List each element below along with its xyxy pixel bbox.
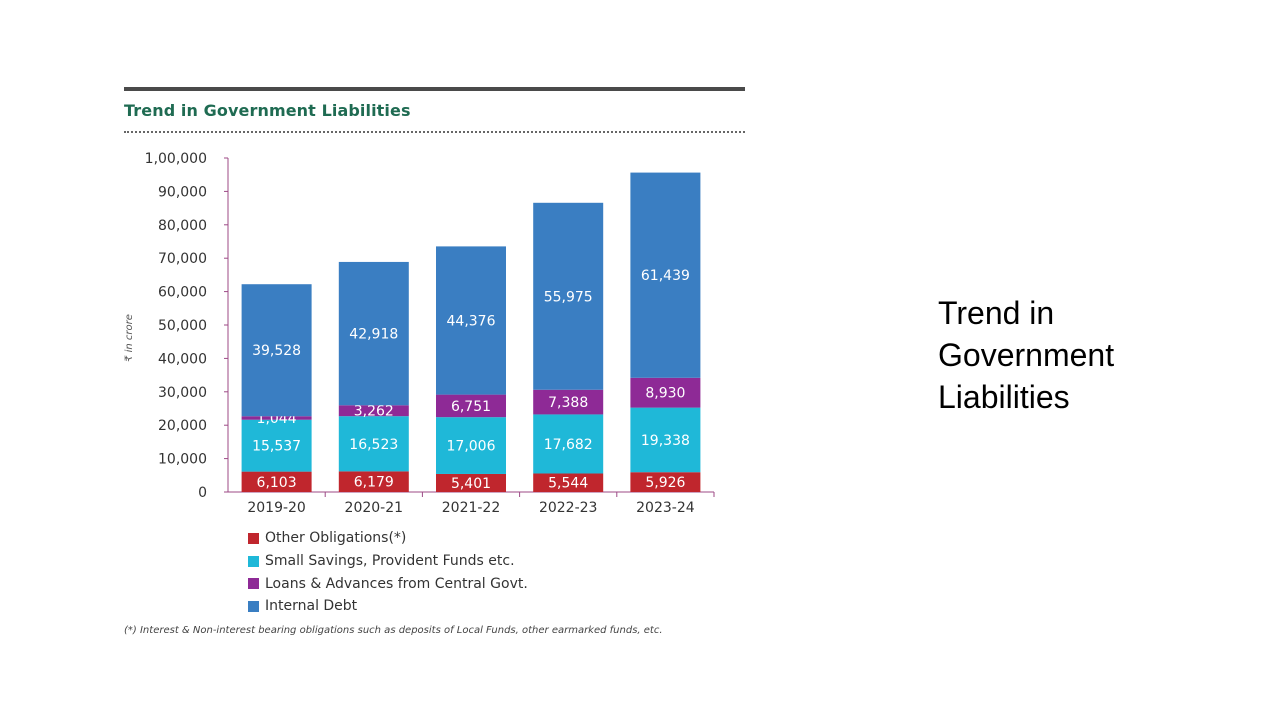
dotted-divider	[124, 131, 745, 133]
bar-data-label: 39,528	[252, 343, 301, 359]
bar-segment	[533, 414, 604, 474]
y-tick-label: 20,000	[158, 418, 207, 434]
bar-data-label: 6,103	[257, 475, 297, 491]
x-tick-label: 2022-23	[539, 500, 598, 516]
y-tick-label: 50,000	[158, 318, 207, 334]
bar-segment	[436, 246, 506, 395]
bar-segment	[241, 416, 312, 420]
slide-title: Trend in Government Liabilities	[938, 295, 1115, 415]
header-rule	[124, 87, 745, 91]
bar-data-label: 5,401	[451, 476, 491, 492]
bar-segment	[338, 261, 409, 406]
x-tick-label: 2020-21	[345, 500, 404, 516]
bar-data-label: 42,918	[349, 327, 398, 343]
y-tick-label: 0	[198, 485, 207, 501]
chart-title: Trend in Government Liabilities	[124, 101, 411, 120]
bar-segment	[436, 417, 506, 474]
bar-segment	[338, 416, 409, 472]
y-axis-label: ₹ in crore	[124, 314, 135, 362]
y-tick-label: 10,000	[158, 452, 207, 468]
y-tick-label: 1,00,000	[145, 151, 207, 167]
bar-segment	[533, 473, 604, 492]
bar-segment	[436, 473, 506, 492]
y-tick-label: 70,000	[158, 251, 207, 267]
bar-data-label: 5,544	[548, 476, 588, 492]
bar-data-label: 19,338	[641, 433, 690, 449]
bar-segment	[241, 284, 312, 417]
bar-data-label: 17,006	[447, 439, 496, 455]
y-tick-label: 80,000	[158, 218, 207, 234]
legend-label: Loans & Advances from Central Govt.	[265, 575, 528, 592]
bar-data-label: 6,751	[451, 399, 491, 415]
legend-swatch	[248, 555, 259, 567]
bar-data-label: 6,179	[354, 475, 394, 491]
legend-item-loans-advances: Loans & Advances from Central Govt.	[248, 572, 528, 595]
legend-item-other-obligations: Other Obligations(*)	[248, 527, 528, 550]
bar-segment	[533, 202, 604, 390]
legend-item-internal-debt: Internal Debt	[248, 595, 528, 618]
bar-segment	[533, 389, 604, 415]
bar-data-label: 8,930	[645, 386, 685, 402]
legend-label: Internal Debt	[265, 598, 358, 615]
legend-swatch	[248, 578, 259, 590]
bar-data-label: 55,975	[544, 289, 593, 305]
legend-swatch	[248, 532, 259, 544]
legend-label: Small Savings, Provident Funds etc.	[265, 553, 515, 570]
bar-segment	[630, 377, 701, 408]
bar-segment	[241, 419, 312, 472]
bar-segment	[436, 394, 506, 418]
bar-data-label: 16,523	[349, 437, 398, 453]
bar-data-label: 44,376	[447, 314, 496, 330]
bar-segment	[630, 407, 701, 473]
x-tick-label: 2023-24	[636, 500, 695, 516]
bar-segment	[630, 472, 701, 492]
y-tick-label: 60,000	[158, 285, 207, 301]
bar-segment	[241, 471, 312, 492]
y-tick-label: 40,000	[158, 351, 207, 367]
x-tick-label: 2021-22	[442, 500, 501, 516]
bar-segment	[630, 172, 701, 378]
footnote: (*) Interest & Non-interest bearing obli…	[124, 625, 663, 636]
bar-data-label: 61,439	[641, 268, 690, 284]
bar-data-label: 17,682	[544, 437, 593, 453]
y-tick-label: 30,000	[158, 385, 207, 401]
bar-data-label: 7,388	[548, 395, 588, 411]
bar-data-label: 3,262	[354, 404, 394, 420]
legend: Other Obligations(*) Small Savings, Prov…	[248, 527, 528, 618]
legend-item-small-savings: Small Savings, Provident Funds etc.	[248, 550, 528, 573]
x-tick-label: 2019-20	[247, 500, 306, 516]
legend-label: Other Obligations(*)	[265, 530, 407, 547]
legend-swatch	[248, 600, 259, 612]
bar-segment	[338, 405, 409, 417]
y-tick-label: 90,000	[158, 184, 207, 200]
bar-data-label: 15,537	[252, 439, 301, 455]
bar-segment	[338, 471, 409, 492]
bar-data-label: 5,926	[645, 475, 685, 491]
